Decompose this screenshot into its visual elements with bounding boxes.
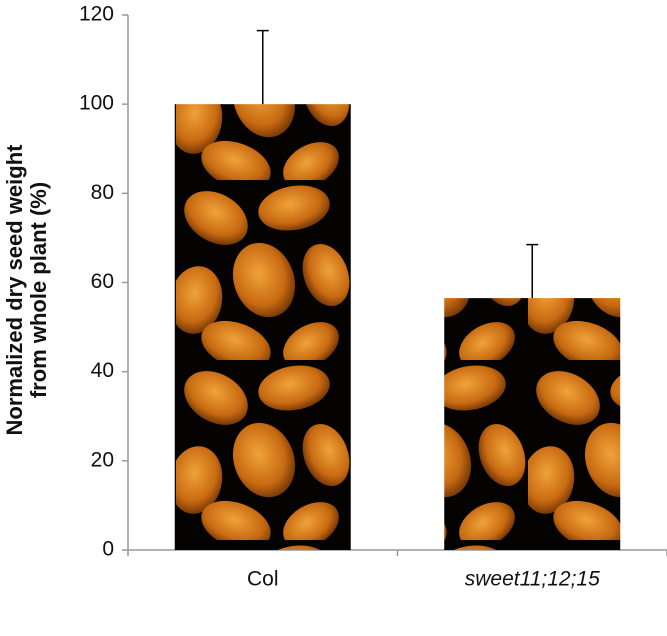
bar	[444, 298, 621, 550]
x-tick-label: sweet11;12;15	[465, 568, 600, 591]
y-tick-label: 60	[91, 270, 114, 293]
bar	[174, 104, 351, 551]
y-axis-label: Normalized dry seed weight	[2, 144, 27, 436]
y-tick-label: 100	[79, 92, 114, 115]
y-tick-label: 80	[91, 181, 114, 204]
y-tick-label: 20	[91, 448, 114, 471]
y-tick-label: 40	[91, 359, 114, 382]
x-tick-label: Col	[247, 568, 279, 591]
y-tick-label: 120	[79, 3, 114, 26]
y-axis-label: from whole plant (%)	[26, 182, 51, 398]
y-tick-label: 0	[102, 538, 114, 561]
